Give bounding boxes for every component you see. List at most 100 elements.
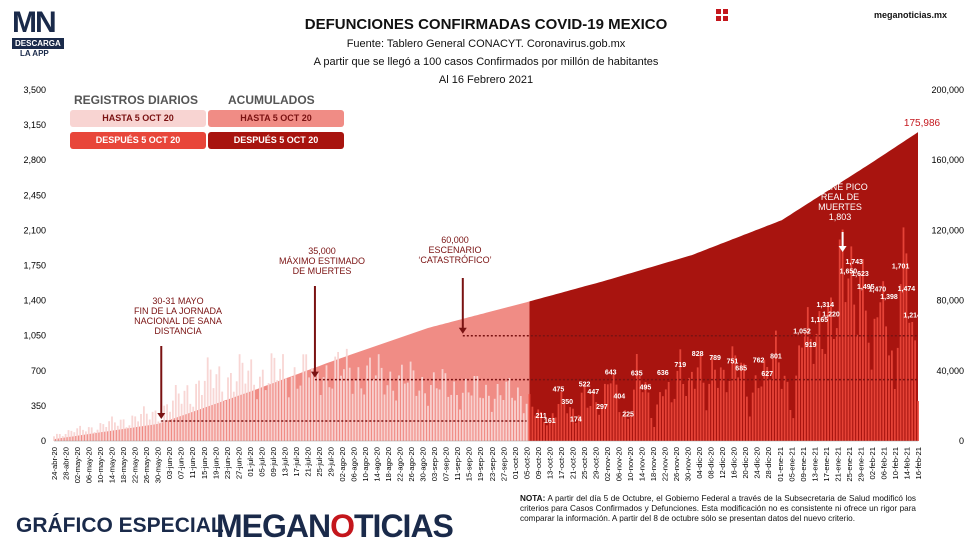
daily-bar bbox=[93, 432, 96, 441]
x-axis-tick: 15-sep-20 bbox=[465, 447, 474, 481]
x-axis-tick: 05-ene-21 bbox=[787, 447, 796, 482]
daily-bar bbox=[285, 378, 287, 441]
legend-daily-before: HASTA 5 OCT 20 bbox=[70, 110, 206, 127]
daily-bar bbox=[82, 429, 84, 441]
daily-bar bbox=[264, 390, 267, 441]
x-axis-tick: 16-feb-21 bbox=[914, 447, 923, 480]
daily-bar bbox=[85, 431, 87, 441]
daily-bar bbox=[383, 394, 386, 441]
x-axis-tick: 30-may-20 bbox=[154, 447, 163, 483]
daily-bar bbox=[319, 395, 322, 441]
x-axis-tick: 01-oct-20 bbox=[511, 447, 520, 479]
daily-bar bbox=[693, 388, 696, 441]
daily-bar bbox=[792, 418, 795, 441]
daily-bar bbox=[145, 413, 148, 441]
data-label: 522 bbox=[579, 382, 591, 389]
daily-bar bbox=[369, 357, 371, 441]
daily-bar bbox=[714, 369, 716, 441]
daily-bar bbox=[128, 425, 131, 441]
daily-bar bbox=[453, 381, 455, 441]
annotation-peak: 21 ENE PICO REAL DE MUERTES 1,803 bbox=[812, 182, 868, 222]
daily-bar bbox=[882, 281, 885, 441]
x-axis-tick: 17-ene-21 bbox=[822, 447, 831, 482]
data-label: 643 bbox=[605, 370, 617, 377]
x-axis-tick: 02-ago-20 bbox=[338, 447, 347, 482]
footer-brand-logo: MEGANOTICIAS bbox=[216, 508, 454, 544]
daily-bar bbox=[554, 417, 557, 441]
daily-bar bbox=[546, 425, 548, 441]
daily-bar bbox=[699, 354, 702, 441]
x-axis-tick: 14-may-20 bbox=[108, 447, 117, 483]
data-label: 828 bbox=[692, 351, 704, 358]
daily-bar bbox=[279, 368, 281, 441]
x-axis-tick: 05-oct-20 bbox=[522, 447, 531, 479]
daily-bar bbox=[328, 387, 331, 441]
data-label: 475 bbox=[553, 386, 565, 393]
daily-bar bbox=[769, 379, 771, 441]
daily-bar bbox=[676, 370, 679, 441]
daily-bar bbox=[424, 393, 426, 441]
daily-bar bbox=[99, 423, 102, 441]
daily-bar bbox=[705, 410, 708, 441]
x-axis-tick: 25-ene-21 bbox=[845, 447, 854, 482]
daily-bar bbox=[459, 409, 461, 441]
x-axis-tick: 17-jul-20 bbox=[292, 447, 301, 477]
daily-bar bbox=[537, 409, 540, 441]
daily-bar bbox=[212, 388, 215, 441]
daily-bar bbox=[256, 399, 258, 441]
daily-bars bbox=[53, 227, 919, 441]
daily-bar bbox=[473, 376, 476, 441]
daily-bar bbox=[363, 394, 366, 441]
data-label: 1,165 bbox=[811, 317, 829, 324]
logo-app-label: LA APP bbox=[20, 49, 49, 58]
daily-bar bbox=[685, 396, 687, 441]
x-axis-tick: 26-ago-20 bbox=[407, 447, 416, 482]
daily-bar bbox=[621, 416, 624, 441]
daily-bar bbox=[102, 424, 105, 441]
daily-bar bbox=[348, 367, 351, 441]
daily-bar bbox=[821, 349, 824, 441]
x-axis-tick: 18-may-20 bbox=[119, 447, 128, 483]
daily-bar bbox=[177, 393, 180, 441]
daily-bar bbox=[635, 354, 638, 441]
daily-bar bbox=[806, 307, 809, 441]
daily-bar bbox=[389, 371, 392, 441]
right-axis-tick: 160,000 bbox=[931, 155, 964, 165]
daily-bar bbox=[743, 363, 745, 441]
daily-bar bbox=[343, 369, 345, 441]
daily-bar bbox=[493, 398, 496, 441]
x-axis-tick: 11-jun-20 bbox=[188, 447, 197, 479]
daily-bar bbox=[577, 415, 580, 441]
daily-bar bbox=[630, 414, 632, 441]
x-axis-tick: 29-ene-21 bbox=[856, 447, 865, 482]
daily-bar bbox=[917, 401, 919, 441]
daily-bar bbox=[450, 394, 453, 441]
x-axis-tick: 27-jun-20 bbox=[234, 447, 243, 479]
daily-bar bbox=[261, 369, 264, 441]
data-label: 1,314 bbox=[816, 302, 834, 309]
daily-bar bbox=[227, 377, 229, 441]
daily-bar bbox=[311, 368, 313, 441]
daily-bar bbox=[192, 406, 195, 441]
daily-bar bbox=[467, 392, 470, 441]
daily-bar bbox=[830, 297, 832, 441]
x-axis-tick: 08-dic-20 bbox=[707, 447, 716, 479]
daily-bar bbox=[615, 384, 618, 441]
daily-bar bbox=[624, 410, 627, 441]
x-axis-tick: 03-sep-20 bbox=[430, 447, 439, 481]
daily-bar bbox=[374, 375, 377, 441]
daily-bar bbox=[870, 369, 873, 441]
daily-bar bbox=[238, 354, 241, 441]
x-axis-tick: 10-nov-20 bbox=[626, 447, 635, 481]
daily-bar bbox=[522, 413, 525, 441]
data-label: 801 bbox=[770, 354, 782, 361]
daily-bar bbox=[754, 375, 757, 441]
daily-bar bbox=[267, 383, 270, 441]
daily-bar bbox=[398, 375, 400, 441]
daily-bar bbox=[746, 396, 748, 441]
daily-bar bbox=[105, 427, 108, 441]
daily-bar bbox=[618, 412, 621, 441]
daily-bar bbox=[557, 404, 560, 441]
x-axis-tick: 13-jul-20 bbox=[280, 447, 289, 477]
daily-bar bbox=[290, 376, 293, 441]
